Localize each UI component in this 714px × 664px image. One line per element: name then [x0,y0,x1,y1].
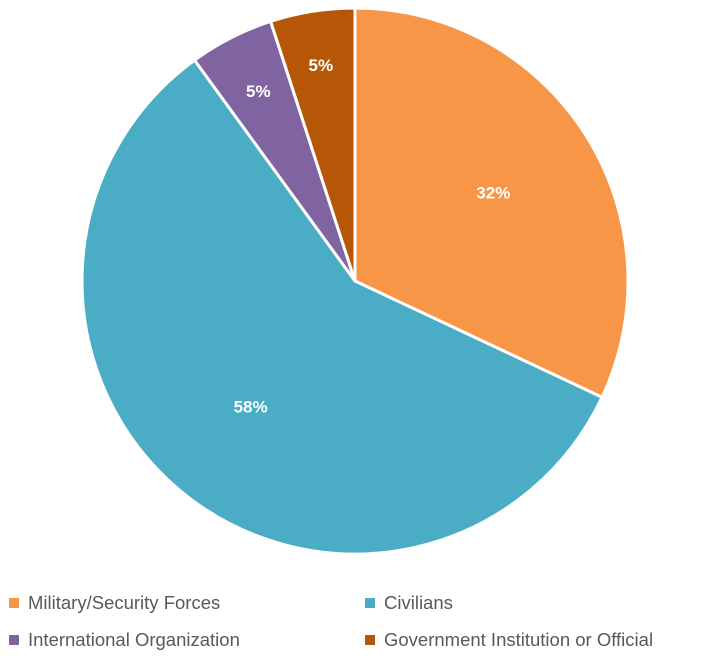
legend-label-international-organization: International Organization [28,629,240,650]
legend-item-civilians: Civilians [365,592,453,614]
pie-chart: 32% 58% 5% 5% [80,6,630,556]
pie-data-labels: 32% 58% 5% 5% [234,56,511,417]
legend-swatch-government-institution [365,635,375,645]
legend-item-international-organization: International Organization [9,629,240,651]
pie-slice-government-institution [269,6,357,283]
legend-swatch-international-organization [9,635,19,645]
pie-data-label-military: 32% [476,184,510,203]
pie-data-label-civilians: 58% [234,398,268,417]
pie-data-label-government-institution: 5% [309,56,334,75]
legend-item-military: Military/Security Forces [9,592,220,614]
pie-slices [80,6,630,556]
legend-item-government-institution: Government Institution or Official [365,629,653,651]
pie-slice-military [353,6,630,399]
legend-swatch-military [9,598,19,608]
legend-swatch-civilians [365,598,375,608]
legend-label-government-institution: Government Institution or Official [384,629,654,650]
pie-slice-civilians [80,58,604,556]
legend: Military/Security Forces Civilians Inter… [0,592,714,664]
pie-data-label-international-organization: 5% [246,82,271,101]
legend-label-civilians: Civilians [384,592,453,613]
legend-label-military: Military/Security Forces [28,592,221,613]
